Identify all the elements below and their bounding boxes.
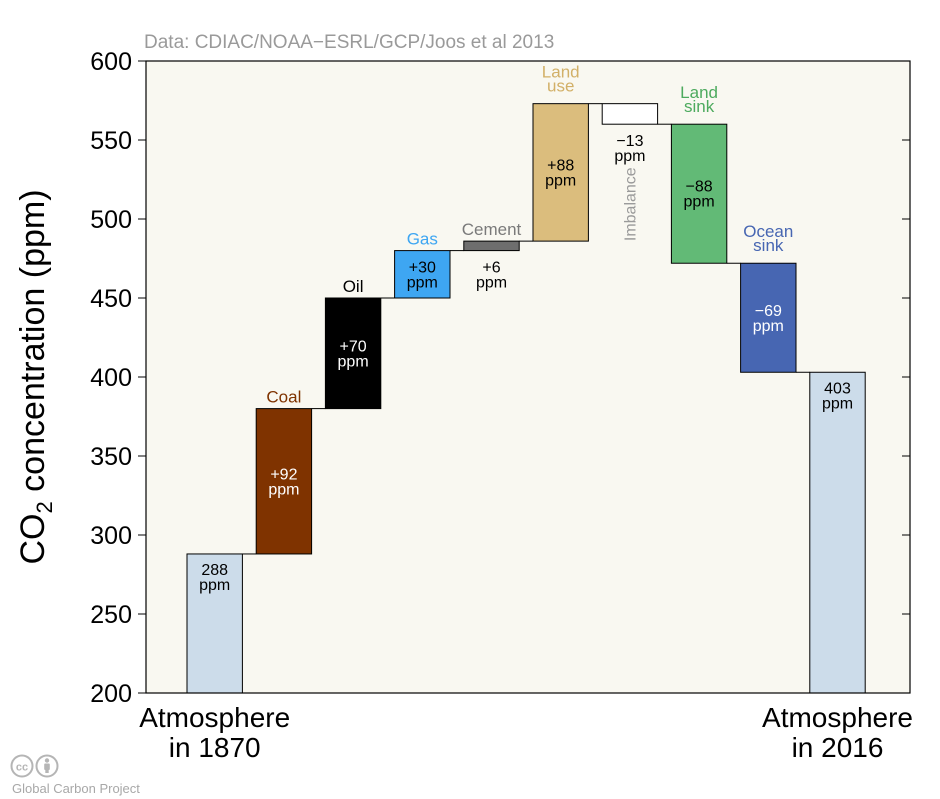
y-tick-label-550: 550 [90,127,132,155]
y-tick-label-500: 500 [90,206,132,234]
plot-area [146,61,910,693]
y-tick-label-600: 600 [90,48,132,76]
y-tick-label-400: 400 [90,364,132,392]
bar-oil [324,297,382,410]
category-label-oil: Oil [343,277,364,296]
bar-landsink [670,123,728,264]
value-label-oceansink: −69 ppm [753,303,784,335]
data-source-note: Data: CDIAC/NOAA−ESRL/GCP/Joos et al 201… [144,32,555,53]
category-label-cement: Cement [462,220,522,239]
bar-gas [394,250,451,299]
value-label-gas: +30 ppm [407,259,438,291]
y-tick-label-250: 250 [90,601,132,629]
bar-atm1870 [186,553,243,694]
category-label-oceansink: Ocean sink [743,222,793,255]
category-label-coal: Coal [266,388,301,407]
value-label-landuse: +88 ppm [545,157,576,189]
value-label-atm1870: 288 ppm [199,562,230,594]
svg-text:cc: cc [16,762,28,774]
category-label-landsink: Land sink [680,83,718,116]
bar-cement [463,240,520,252]
bar-oceansink [740,262,797,373]
bar-coal [255,408,313,555]
bar-imbalance [601,103,659,125]
y-tick-label-300: 300 [90,522,132,550]
creative-commons-by-icon: cc [10,754,59,778]
value-label-oil: +70 ppm [338,338,369,370]
bar-landuse [532,103,589,242]
y-tick-label-200: 200 [90,680,132,708]
y-tick-label-350: 350 [90,443,132,471]
value-label-coal: +92 ppm [268,466,299,498]
y-axis-title: CO2 concentration (ppm) [14,189,57,564]
value-label-landsink: −88 ppm [684,179,715,211]
value-label-imbalance: −13 ppm [614,133,645,165]
value-label-atm2016: 403 ppm [822,380,853,412]
x-axis-label-atm2016: Atmosphere in 2016 [762,702,913,763]
category-label-landuse: Land use [542,63,580,96]
bar-atm2016 [809,371,866,694]
category-label-imbalance: Imbalance [622,167,639,241]
x-axis-label-atm1870: Atmosphere in 1870 [139,702,290,763]
value-label-cement: +6 ppm [476,260,507,292]
y-tick-label-450: 450 [90,285,132,313]
footer-credit: Global Carbon Project [12,781,140,796]
category-label-gas: Gas [407,230,438,249]
